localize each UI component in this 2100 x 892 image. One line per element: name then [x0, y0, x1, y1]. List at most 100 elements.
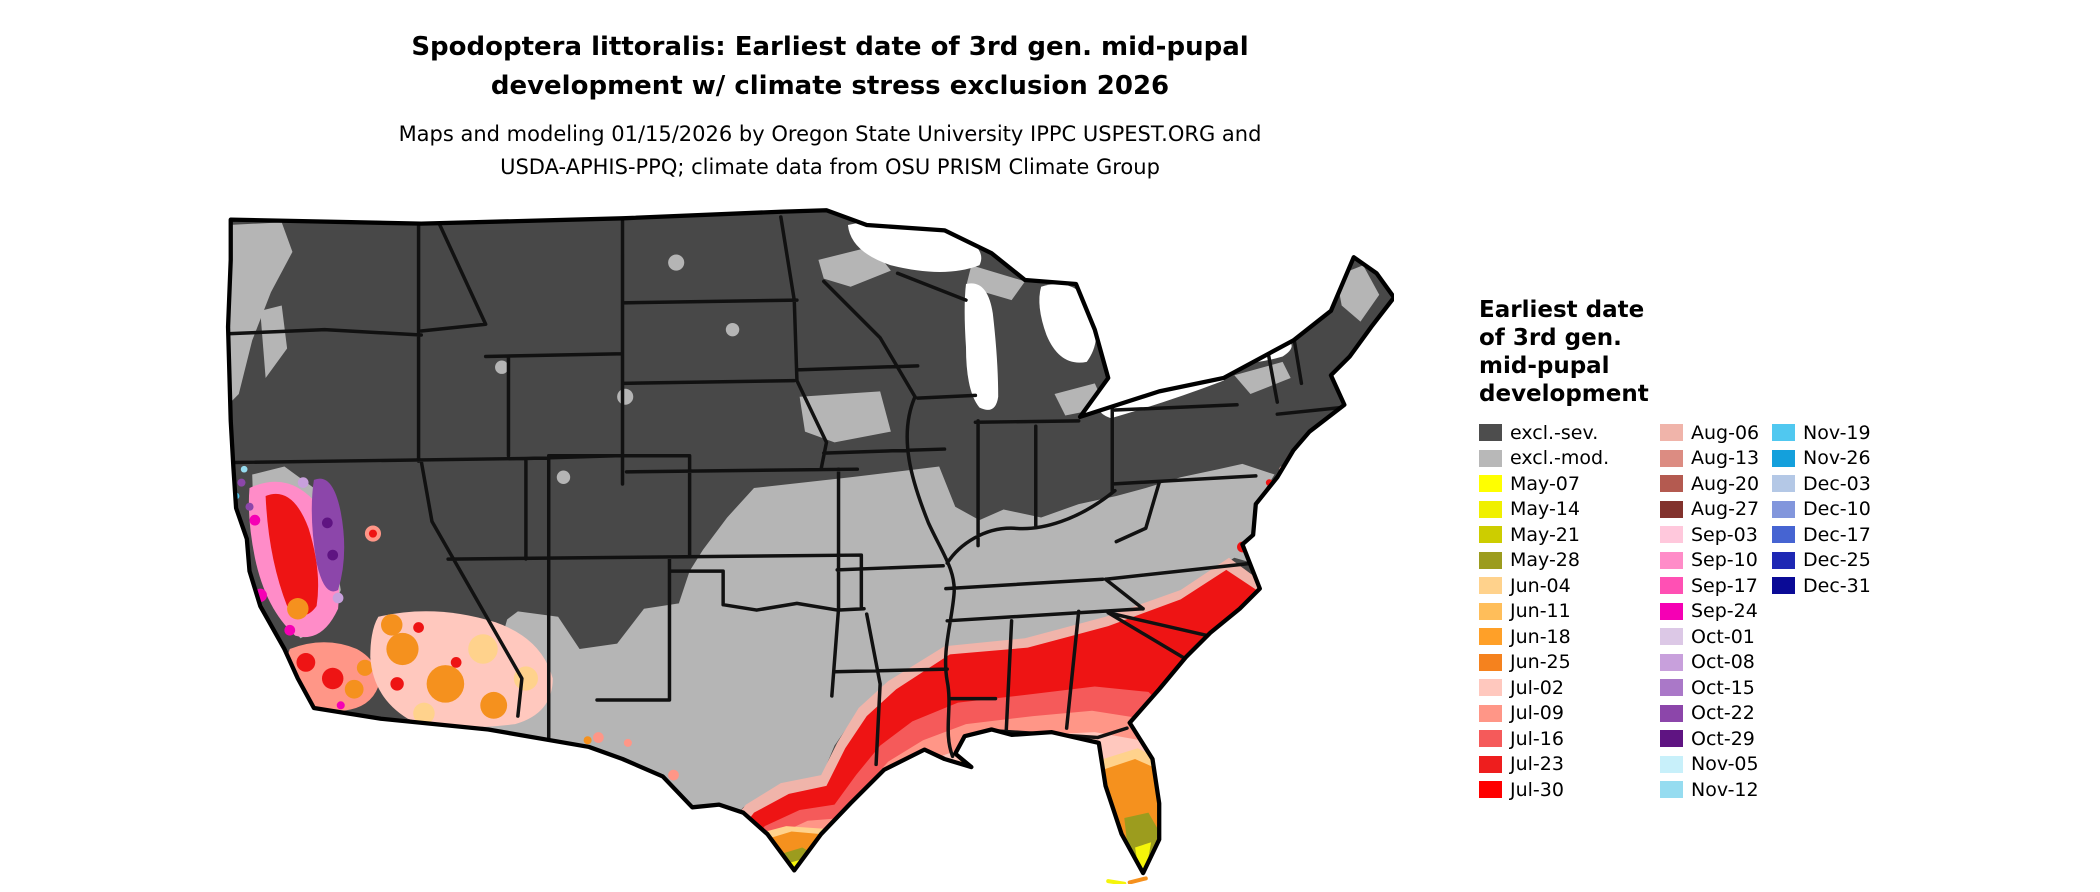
legend-swatch — [1772, 551, 1795, 569]
legend-item: Oct-22 — [1660, 701, 1772, 727]
map-west-coast-detail — [230, 465, 679, 781]
legend-label: Sep-10 — [1691, 549, 1758, 572]
legend-item: Oct-08 — [1660, 650, 1772, 676]
legend-title-line: development — [1479, 381, 1649, 407]
legend-swatch — [1772, 424, 1795, 442]
legend-label: May-21 — [1510, 523, 1580, 546]
conus-outline — [225, 208, 1394, 876]
legend-swatch — [1772, 577, 1795, 595]
legend-label: May-28 — [1510, 549, 1580, 572]
legend-swatch — [1479, 679, 1502, 697]
florida-keys — [1106, 876, 1148, 884]
legend-item: Nov-12 — [1660, 777, 1772, 803]
legend-title-line: mid-pupal — [1479, 353, 1610, 379]
legend-label: Jul-02 — [1510, 676, 1564, 699]
us-map — [220, 206, 1394, 884]
subtitle-line-1: Maps and modeling 01/15/2026 by Oregon S… — [398, 122, 1262, 146]
legend-swatch — [1479, 704, 1502, 722]
legend-label: Oct-15 — [1691, 676, 1755, 699]
legend-item: Jul-23 — [1479, 752, 1660, 778]
legend-item: Sep-17 — [1660, 573, 1772, 599]
subtitle-line-2: USDA-APHIS-PPQ; climate data from OSU PR… — [500, 155, 1160, 179]
legend-label: excl.-mod. — [1510, 447, 1610, 470]
legend-item: Jul-30 — [1479, 777, 1660, 803]
legend-label: Aug-13 — [1691, 447, 1760, 470]
legend-label: Jul-23 — [1510, 753, 1564, 776]
legend-title-line: Earliest date — [1479, 297, 1645, 323]
legend-column: Nov-19 Nov-26 Dec-03 Dec-10 Dec-17 Dec-25 Dec-… — [1772, 420, 1884, 599]
legend-label: Oct-08 — [1691, 651, 1755, 674]
legend-item: Nov-05 — [1660, 752, 1772, 778]
legend-label: Jul-16 — [1510, 727, 1564, 750]
legend-swatch — [1479, 449, 1502, 467]
legend-item: Jun-18 — [1479, 624, 1660, 650]
legend-swatch — [1660, 551, 1683, 569]
legend-item: Jul-02 — [1479, 675, 1660, 701]
legend-columns: excl.-sev. excl.-mod. May-07 May-14 May-21 Ma… — [1479, 420, 1884, 803]
legend-swatch — [1660, 679, 1683, 697]
legend-swatch — [1660, 500, 1683, 518]
legend-item: excl.-mod. — [1479, 446, 1660, 472]
legend-swatch — [1660, 730, 1683, 748]
state-borders — [228, 215, 1344, 767]
legend-label: Oct-29 — [1691, 727, 1755, 750]
legend-item: Jun-25 — [1479, 650, 1660, 676]
legend-item: Dec-10 — [1772, 497, 1884, 523]
legend-column: excl.-sev. excl.-mod. May-07 May-14 May-21 Ma… — [1479, 420, 1660, 803]
legend-swatch — [1479, 755, 1502, 773]
legend-label: Nov-05 — [1691, 753, 1759, 776]
legend-swatch — [1479, 781, 1502, 799]
legend-swatch — [1660, 755, 1683, 773]
legend-swatch — [1660, 628, 1683, 646]
legend-item: Dec-31 — [1772, 573, 1884, 599]
legend-label: May-07 — [1510, 472, 1580, 495]
legend-title: Earliest date of 3rd gen. mid-pupal develop… — [1479, 296, 1884, 408]
legend-label: excl.-sev. — [1510, 421, 1599, 444]
legend-item: May-28 — [1479, 548, 1660, 574]
legend-item: Oct-01 — [1660, 624, 1772, 650]
legend-swatch — [1660, 653, 1683, 671]
legend-swatch — [1479, 602, 1502, 620]
legend-label: Nov-12 — [1691, 778, 1759, 801]
legend-item: Dec-25 — [1772, 548, 1884, 574]
legend-item: Dec-03 — [1772, 471, 1884, 497]
legend-swatch — [1660, 704, 1683, 722]
legend-label: Aug-20 — [1691, 472, 1760, 495]
legend-label: Nov-26 — [1803, 447, 1871, 470]
legend-item: Nov-26 — [1772, 446, 1884, 472]
legend-label: Dec-25 — [1803, 549, 1871, 572]
legend-column: Aug-06 Aug-13 Aug-20 Aug-27 Sep-03 Sep-10 Sep-… — [1660, 420, 1772, 803]
legend-swatch — [1660, 526, 1683, 544]
legend-swatch — [1479, 730, 1502, 748]
legend-label: Aug-27 — [1691, 498, 1760, 521]
legend-item: Aug-27 — [1660, 497, 1772, 523]
legend-label: Sep-03 — [1691, 523, 1758, 546]
legend-swatch — [1772, 500, 1795, 518]
legend-item: Oct-15 — [1660, 675, 1772, 701]
legend-label: Nov-19 — [1803, 421, 1871, 444]
legend-swatch — [1772, 475, 1795, 493]
legend-label: Sep-24 — [1691, 600, 1758, 623]
legend-label: Dec-17 — [1803, 523, 1871, 546]
legend-swatch — [1479, 577, 1502, 595]
legend: Earliest date of 3rd gen. mid-pupal develop… — [1479, 296, 1884, 803]
legend-item: Nov-19 — [1772, 420, 1884, 446]
legend-swatch — [1660, 475, 1683, 493]
legend-label: Dec-10 — [1803, 498, 1871, 521]
legend-swatch — [1479, 475, 1502, 493]
legend-label: Sep-17 — [1691, 574, 1758, 597]
legend-swatch — [1660, 577, 1683, 595]
legend-item: May-21 — [1479, 522, 1660, 548]
legend-swatch — [1660, 781, 1683, 799]
legend-item: Sep-03 — [1660, 522, 1772, 548]
legend-item: Jun-04 — [1479, 573, 1660, 599]
legend-swatch — [1772, 449, 1795, 467]
legend-item: Jun-11 — [1479, 599, 1660, 625]
legend-label: Jun-25 — [1510, 651, 1571, 674]
legend-item: May-14 — [1479, 497, 1660, 523]
legend-swatch — [1479, 653, 1502, 671]
legend-label: Oct-22 — [1691, 702, 1755, 725]
legend-swatch — [1479, 500, 1502, 518]
us-map-svg — [225, 208, 1394, 884]
